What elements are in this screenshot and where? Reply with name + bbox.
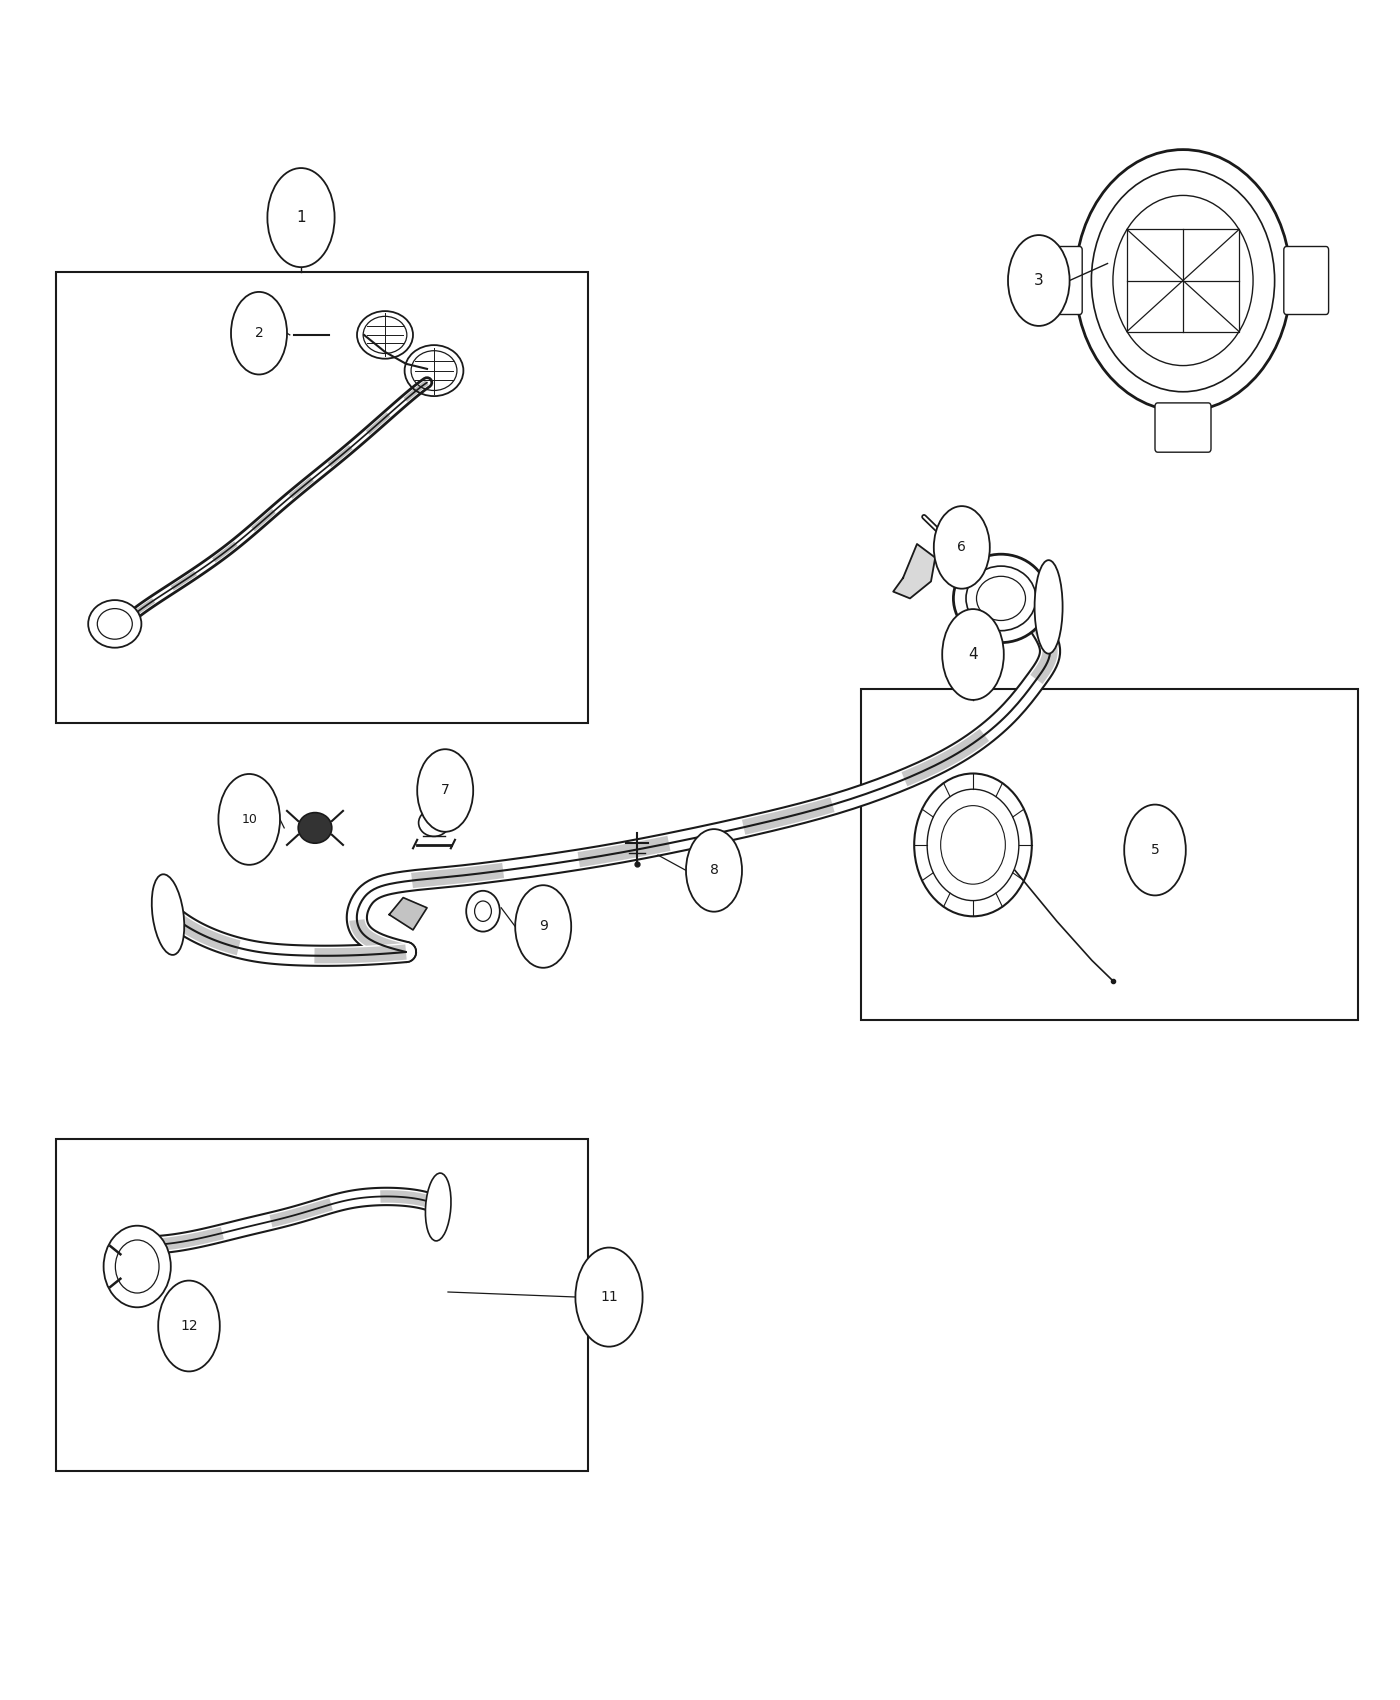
Ellipse shape	[575, 1248, 643, 1346]
Ellipse shape	[298, 813, 332, 843]
Text: 10: 10	[241, 813, 258, 826]
Ellipse shape	[231, 292, 287, 374]
Ellipse shape	[417, 750, 473, 831]
Text: 2: 2	[255, 326, 263, 340]
Circle shape	[1075, 150, 1291, 411]
Circle shape	[104, 1226, 171, 1307]
Ellipse shape	[88, 600, 141, 648]
Ellipse shape	[426, 1173, 451, 1241]
Text: 4: 4	[969, 648, 977, 661]
Ellipse shape	[151, 874, 185, 955]
Ellipse shape	[686, 830, 742, 911]
Ellipse shape	[419, 809, 449, 836]
Bar	[861, 688, 1358, 1020]
Ellipse shape	[953, 554, 1049, 643]
Ellipse shape	[218, 774, 280, 865]
Text: 9: 9	[539, 920, 547, 933]
Ellipse shape	[158, 1280, 220, 1372]
Text: 5: 5	[1151, 843, 1159, 857]
FancyBboxPatch shape	[1155, 403, 1211, 452]
Ellipse shape	[942, 609, 1004, 700]
FancyBboxPatch shape	[1284, 246, 1329, 314]
Circle shape	[914, 774, 1032, 916]
Polygon shape	[389, 898, 427, 930]
Text: 1: 1	[297, 211, 305, 224]
Ellipse shape	[1008, 235, 1070, 326]
Text: 8: 8	[710, 864, 718, 877]
Text: 7: 7	[441, 784, 449, 797]
Text: 12: 12	[181, 1319, 197, 1333]
Ellipse shape	[1124, 804, 1186, 896]
Text: 11: 11	[601, 1290, 617, 1304]
Ellipse shape	[515, 886, 571, 967]
Ellipse shape	[267, 168, 335, 267]
Text: 3: 3	[1035, 274, 1043, 287]
Bar	[1127, 230, 1239, 332]
Ellipse shape	[934, 507, 990, 588]
Polygon shape	[893, 544, 935, 598]
Bar	[56, 272, 588, 722]
Ellipse shape	[1035, 559, 1063, 653]
Circle shape	[466, 891, 500, 932]
Text: 6: 6	[958, 541, 966, 554]
Bar	[56, 1139, 588, 1470]
FancyBboxPatch shape	[1037, 246, 1082, 314]
